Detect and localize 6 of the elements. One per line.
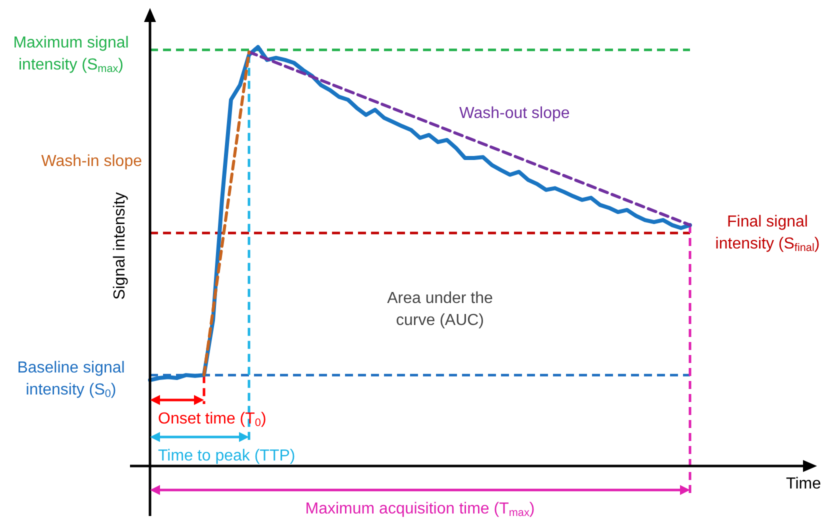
series-label: Wash-out slope [459,104,570,122]
annotation: Area under the curve (AUC) [387,290,494,329]
text: Wash-in slope [41,152,142,170]
text: Time [786,475,822,492]
y-axis-title: Signal intensity [111,192,128,300]
annotation: Time to peak (TTP) [158,447,296,464]
